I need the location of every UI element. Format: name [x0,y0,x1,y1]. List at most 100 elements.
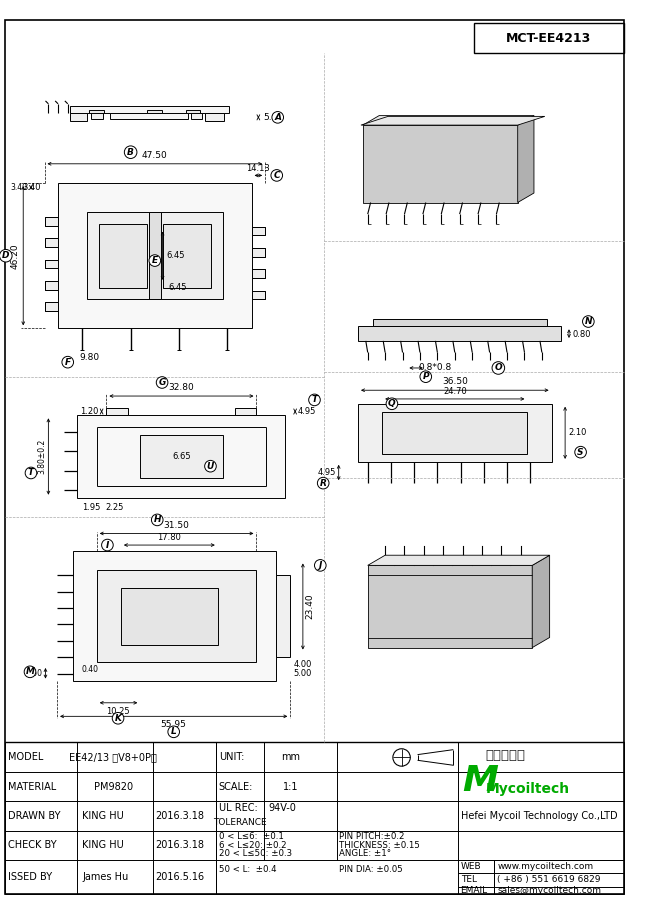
Text: EE42/13 （V8+0P）: EE42/13 （V8+0P） [70,752,157,762]
Bar [147,110,162,113]
Bar [44,260,58,269]
Text: U: U [207,462,214,471]
Bar [91,113,103,120]
Text: MCT-EE4213: MCT-EE4213 [506,31,592,45]
Bar [190,113,202,120]
Polygon shape [361,116,545,125]
Text: 4.95: 4.95 [298,407,317,416]
Text: 14.13: 14.13 [246,164,270,173]
Text: 2016.3.18: 2016.3.18 [155,811,204,821]
Text: 1.20: 1.20 [81,407,99,416]
Circle shape [272,112,283,123]
Text: O: O [495,364,502,373]
Text: Q: Q [388,399,396,409]
Bar [149,212,161,299]
Circle shape [317,477,329,489]
Bar [389,579,513,633]
Circle shape [124,146,137,158]
Circle shape [24,666,36,677]
Text: I: I [106,540,109,549]
Text: EMAIL: EMAIL [461,886,488,895]
Polygon shape [532,555,550,648]
Text: 4.95: 4.95 [317,468,336,477]
Circle shape [151,514,163,526]
Text: 31.50: 31.50 [164,521,190,529]
Circle shape [582,315,594,327]
Bar [276,575,291,657]
Bar [205,113,224,122]
Text: Mycoiltech: Mycoiltech [486,781,570,796]
Circle shape [315,559,326,571]
Text: 0.80: 0.80 [573,330,592,338]
Text: 麦可一科技: 麦可一科技 [486,749,526,762]
Text: UL REC:: UL REC: [218,803,257,813]
Text: 2016.5.16: 2016.5.16 [155,872,204,882]
Bar [252,270,265,278]
Text: H: H [153,515,161,525]
Text: 0.8*0.8: 0.8*0.8 [419,364,452,373]
Text: 17.80: 17.80 [157,533,181,542]
Text: 4.00: 4.00 [293,660,311,668]
Polygon shape [363,115,534,125]
Text: 6.45: 6.45 [166,251,185,260]
Text: UNIT:: UNIT: [218,752,244,762]
Polygon shape [368,566,532,648]
Text: 3.80±0.2: 3.80±0.2 [38,439,46,474]
Text: www.mycoiltech.com: www.mycoiltech.com [497,862,593,871]
Text: A: A [274,112,281,122]
Circle shape [112,712,124,724]
Circle shape [62,356,73,368]
Text: 20 < L≤50: ±0.3: 20 < L≤50: ±0.3 [218,849,292,858]
Text: 55.95: 55.95 [161,720,187,729]
Text: 2.10: 2.10 [568,429,586,437]
Text: PM9820: PM9820 [94,782,133,792]
Bar [121,588,218,644]
Text: 5.00: 5.00 [293,669,311,678]
Text: 0.40: 0.40 [81,665,99,675]
Bar [107,408,128,415]
Bar [404,590,497,623]
Text: R: R [320,479,327,488]
Polygon shape [517,115,534,203]
Text: 46.20: 46.20 [10,243,20,269]
Text: PIN DIA: ±0.05: PIN DIA: ±0.05 [339,865,402,874]
Bar [44,239,58,247]
Bar [111,113,188,120]
Text: E: E [151,256,158,265]
Text: 32.80: 32.80 [168,383,194,392]
Text: CHECK BY: CHECK BY [8,840,57,850]
Text: 36.50: 36.50 [442,377,468,387]
Text: TEL: TEL [461,876,476,885]
Text: KING HU: KING HU [83,840,124,850]
Text: ISSED BY: ISSED BY [8,872,52,882]
Bar [44,303,58,311]
Text: ANGLE: ±1°: ANGLE: ±1° [339,849,391,858]
Circle shape [386,398,398,409]
Bar [162,224,211,288]
Text: MATERIAL: MATERIAL [8,782,56,792]
Bar [372,319,547,326]
Circle shape [575,446,586,458]
Text: 50 < L:  ±0.4: 50 < L: ±0.4 [218,865,276,874]
Text: D: D [2,251,10,260]
Text: T: T [28,469,34,477]
Circle shape [25,467,37,479]
Text: S: S [577,448,584,457]
Circle shape [492,362,504,374]
Text: mm: mm [281,752,300,762]
Circle shape [205,461,216,472]
Bar [186,110,200,113]
Bar [73,551,276,682]
Circle shape [0,250,12,262]
Bar [44,217,58,226]
Text: 5.00: 5.00 [263,112,283,122]
Text: G: G [159,378,166,387]
Bar [252,227,265,236]
Circle shape [156,377,168,388]
Text: WEB: WEB [461,862,481,871]
Bar [70,113,87,122]
Text: M: M [25,667,34,676]
Text: 3.40: 3.40 [10,183,27,192]
Bar [382,140,499,188]
Circle shape [420,371,432,382]
